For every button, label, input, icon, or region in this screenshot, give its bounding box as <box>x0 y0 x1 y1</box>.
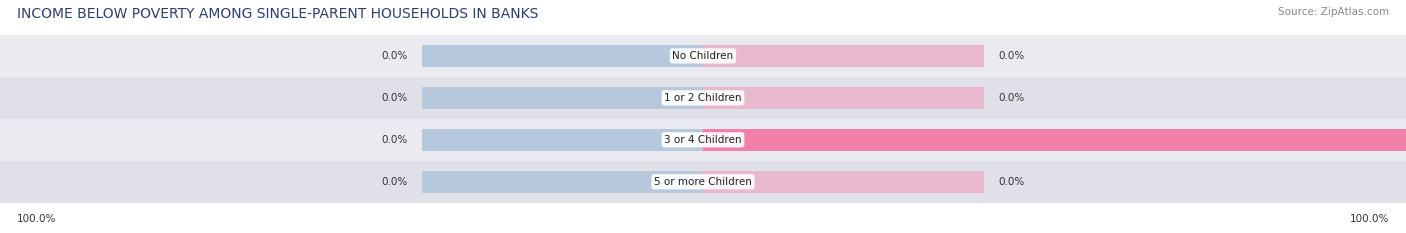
Bar <box>703 171 984 193</box>
Text: 0.0%: 0.0% <box>998 177 1025 187</box>
Text: No Children: No Children <box>672 51 734 61</box>
Text: 1 or 2 Children: 1 or 2 Children <box>664 93 742 103</box>
Text: 0.0%: 0.0% <box>998 51 1025 61</box>
Bar <box>703 87 984 109</box>
Bar <box>0 119 1406 161</box>
Text: 0.0%: 0.0% <box>998 93 1025 103</box>
Text: 100.0%: 100.0% <box>1350 214 1389 224</box>
Text: 0.0%: 0.0% <box>381 51 408 61</box>
Text: 100.0%: 100.0% <box>17 214 56 224</box>
Text: 3 or 4 Children: 3 or 4 Children <box>664 135 742 145</box>
Text: 0.0%: 0.0% <box>381 135 408 145</box>
Bar <box>422 171 703 193</box>
Bar <box>422 129 703 151</box>
Bar <box>422 87 703 109</box>
Bar <box>703 129 984 151</box>
Bar <box>703 45 984 67</box>
Bar <box>422 45 703 67</box>
Text: Source: ZipAtlas.com: Source: ZipAtlas.com <box>1278 7 1389 17</box>
Bar <box>0 161 1406 203</box>
Bar <box>703 129 1406 151</box>
Text: 0.0%: 0.0% <box>381 177 408 187</box>
Text: 5 or more Children: 5 or more Children <box>654 177 752 187</box>
Text: 0.0%: 0.0% <box>381 93 408 103</box>
Bar <box>0 35 1406 77</box>
Bar <box>0 77 1406 119</box>
Text: INCOME BELOW POVERTY AMONG SINGLE-PARENT HOUSEHOLDS IN BANKS: INCOME BELOW POVERTY AMONG SINGLE-PARENT… <box>17 7 538 21</box>
